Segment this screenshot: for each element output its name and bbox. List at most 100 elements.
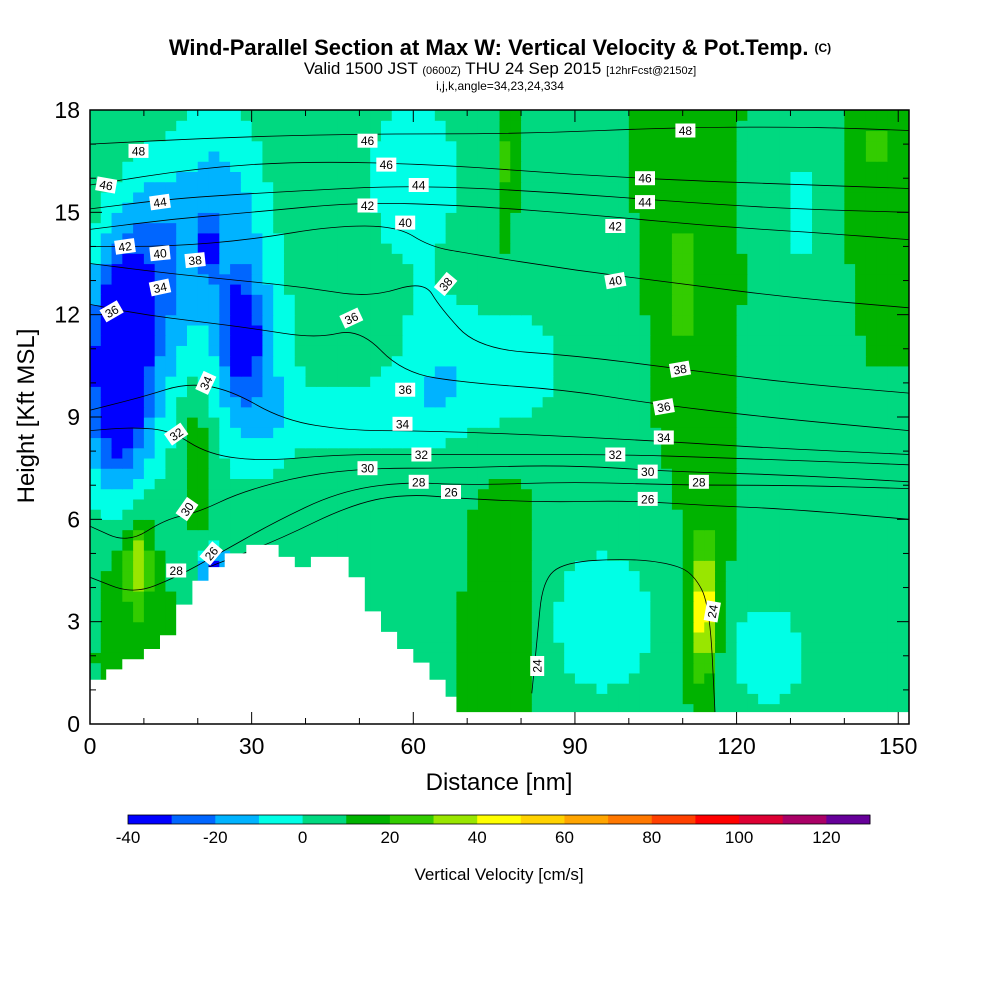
w-cell: [898, 396, 909, 408]
w-cell: [477, 273, 490, 285]
w-cell: [790, 693, 802, 705]
w-cell: [359, 498, 371, 510]
w-cell: [424, 631, 436, 643]
w-cell: [230, 130, 242, 142]
w-cell: [251, 365, 264, 377]
w-cell: [208, 468, 220, 479]
w-cell: [467, 263, 479, 275]
w-cell: [618, 406, 630, 418]
w-cell: [768, 693, 781, 705]
contour-label: 36: [652, 398, 675, 416]
w-cell: [154, 580, 167, 592]
w-cell: [283, 509, 296, 520]
w-cell: [758, 161, 770, 172]
w-cell: [779, 590, 792, 602]
w-cell: [715, 171, 727, 183]
w-cell: [143, 324, 156, 336]
w-cell: [262, 365, 274, 377]
w-cell: [402, 560, 414, 572]
w-cell: [639, 427, 651, 439]
chart-title-block: Wind-Parallel Section at Max W: Vertical…: [0, 36, 1000, 93]
w-cell: [833, 396, 845, 408]
w-cell: [585, 283, 598, 295]
w-cell: [186, 396, 199, 408]
w-cell: [380, 273, 393, 285]
w-cell: [779, 283, 792, 295]
w-cell: [111, 202, 123, 213]
w-cell: [822, 703, 835, 715]
w-cell: [715, 672, 727, 684]
w-cell: [111, 365, 123, 377]
w-cell: [467, 314, 479, 326]
w-cell: [758, 590, 770, 602]
w-cell: [230, 222, 242, 234]
w-cell: [488, 539, 501, 551]
w-cell: [628, 693, 641, 705]
w-cell: [510, 386, 522, 398]
w-cell: [208, 243, 220, 254]
w-cell: [90, 120, 102, 132]
w-cell: [165, 365, 177, 377]
w-cell: [833, 427, 845, 439]
w-cell: [650, 253, 662, 265]
w-cell: [240, 386, 253, 398]
w-cell: [488, 447, 501, 459]
w-cell: [327, 498, 339, 510]
w-cell: [704, 294, 716, 306]
w-cell: [865, 662, 878, 674]
w-cell: [682, 693, 695, 705]
w-cell: [607, 202, 619, 213]
w-cell: [521, 621, 533, 633]
w-cell: [887, 611, 899, 623]
w-cell: [564, 457, 576, 469]
w-cell: [100, 365, 113, 377]
w-cell: [456, 181, 468, 193]
w-cell: [671, 324, 684, 336]
w-cell: [521, 662, 533, 674]
w-cell: [704, 130, 716, 142]
w-cell: [316, 324, 328, 336]
w-cell: [574, 110, 587, 121]
w-cell: [154, 509, 167, 520]
w-cell: [725, 243, 738, 254]
w-cell: [348, 150, 361, 162]
w-cell: [574, 294, 587, 306]
w-cell: [574, 345, 587, 357]
w-cell: [618, 529, 630, 541]
w-cell: [305, 529, 317, 541]
w-cell: [747, 529, 759, 541]
w-cell: [661, 130, 673, 142]
w-cell: [316, 427, 328, 439]
w-cell: [143, 212, 156, 224]
w-cell: [424, 406, 436, 418]
w-cell: [596, 468, 608, 479]
w-cell: [725, 294, 738, 306]
w-cell: [273, 529, 285, 541]
w-cell: [822, 652, 835, 664]
w-cell: [844, 570, 856, 582]
w-cell: [898, 703, 909, 715]
w-cell: [671, 457, 684, 469]
contour-label: 28: [166, 563, 187, 578]
w-cell: [456, 212, 468, 224]
w-cell: [424, 161, 436, 172]
w-cell: [542, 140, 554, 152]
w-cell: [779, 447, 792, 459]
w-cell: [122, 110, 134, 121]
w-cell: [456, 294, 468, 306]
w-cell: [855, 253, 867, 265]
w-cell: [133, 570, 145, 582]
w-cell: [100, 417, 113, 428]
w-cell: [197, 570, 210, 582]
w-cell: [262, 417, 274, 428]
w-cell: [822, 437, 835, 449]
w-cell: [510, 662, 522, 674]
w-cell: [488, 693, 501, 705]
w-cell: [553, 110, 565, 121]
w-cell: [521, 110, 533, 121]
w-cell: [197, 345, 210, 357]
w-cell: [779, 580, 792, 592]
w-cell: [521, 683, 533, 694]
w-cell: [725, 611, 738, 623]
w-cell: [639, 181, 651, 193]
